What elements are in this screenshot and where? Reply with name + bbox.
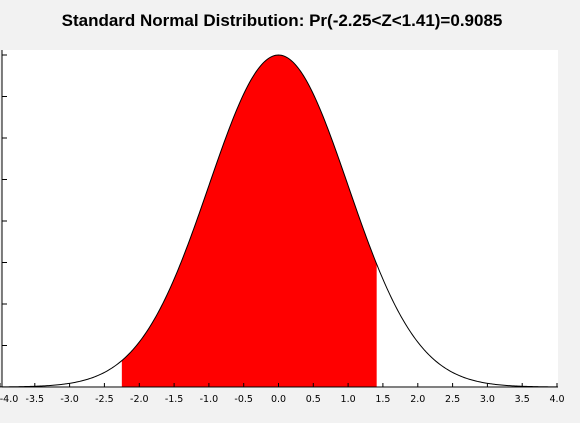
- x-tick-label: -2.0: [130, 394, 149, 405]
- x-tick-label: -1.5: [165, 394, 184, 405]
- x-tick-label: 3.5: [515, 394, 530, 405]
- x-tick-label: -0.5: [234, 394, 253, 405]
- x-tick-label: -3.5: [26, 394, 45, 405]
- shaded-probability-area: [121, 55, 377, 387]
- x-tick-label: -1.0: [200, 394, 219, 405]
- density-curve: [0, 54, 558, 388]
- chart-title: Standard Normal Distribution: Pr(-2.25<Z…: [62, 11, 503, 30]
- tick-labels: -4.0 -3.5 -3.0 -2.5 -2.0 -1.5 -1.0 -0.5 0.0 0.5 1.…: [0, 394, 565, 405]
- x-tick-label: 2.5: [445, 394, 460, 405]
- x-tick-label: 4.0: [549, 394, 564, 405]
- x-tick-label: -4.0: [0, 394, 18, 405]
- axes: [0, 50, 558, 388]
- x-tick-label: 1.0: [341, 394, 356, 405]
- curve-layer: [0, 54, 558, 388]
- x-tick-label: 0.5: [306, 394, 321, 405]
- x-tick-label: -2.5: [95, 394, 114, 405]
- x-tick-label: 1.5: [375, 394, 390, 405]
- shaded-region-layer: [121, 55, 377, 387]
- x-tick-label: -3.0: [60, 394, 79, 405]
- x-tick-label: 2.0: [410, 394, 425, 405]
- x-tick-label: 0.0: [271, 394, 286, 405]
- x-tick-label: 3.0: [480, 394, 495, 405]
